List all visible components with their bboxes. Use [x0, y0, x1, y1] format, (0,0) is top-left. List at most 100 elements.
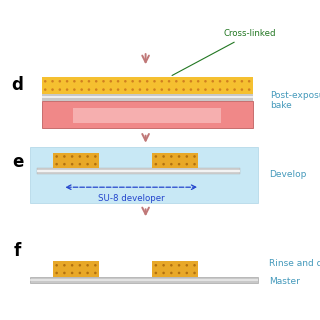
Circle shape — [88, 88, 90, 91]
Circle shape — [162, 272, 165, 274]
Bar — [37, 170, 240, 172]
Circle shape — [79, 272, 81, 274]
Circle shape — [193, 264, 196, 267]
Bar — [152, 261, 198, 277]
Circle shape — [55, 272, 58, 274]
Circle shape — [124, 80, 127, 83]
Circle shape — [79, 163, 81, 165]
Circle shape — [51, 80, 54, 83]
Circle shape — [170, 163, 172, 165]
Circle shape — [55, 155, 58, 158]
Circle shape — [131, 88, 134, 91]
Circle shape — [226, 80, 228, 83]
Circle shape — [161, 80, 163, 83]
Circle shape — [186, 272, 188, 274]
Circle shape — [86, 272, 89, 274]
Circle shape — [55, 264, 58, 267]
Circle shape — [170, 155, 172, 158]
Circle shape — [124, 88, 127, 91]
Circle shape — [86, 264, 89, 267]
Circle shape — [170, 272, 172, 274]
Bar — [152, 153, 198, 168]
Circle shape — [233, 80, 236, 83]
Circle shape — [80, 80, 83, 83]
Circle shape — [63, 272, 66, 274]
Circle shape — [248, 80, 251, 83]
Text: Master: Master — [269, 277, 300, 286]
Circle shape — [73, 80, 76, 83]
Circle shape — [71, 155, 73, 158]
Circle shape — [248, 88, 251, 91]
Circle shape — [94, 272, 97, 274]
Text: e: e — [12, 153, 23, 171]
Circle shape — [117, 88, 119, 91]
Circle shape — [233, 88, 236, 91]
Circle shape — [63, 163, 66, 165]
Circle shape — [66, 80, 68, 83]
Bar — [42, 94, 253, 101]
Circle shape — [193, 163, 196, 165]
Circle shape — [94, 155, 97, 158]
Circle shape — [63, 155, 66, 158]
Bar — [30, 279, 258, 281]
Bar — [30, 277, 258, 283]
Circle shape — [86, 163, 89, 165]
Circle shape — [241, 80, 243, 83]
Circle shape — [178, 163, 180, 165]
Circle shape — [153, 80, 156, 83]
Circle shape — [155, 163, 157, 165]
Circle shape — [94, 264, 97, 267]
Circle shape — [146, 88, 148, 91]
Circle shape — [186, 163, 188, 165]
Circle shape — [212, 80, 214, 83]
Bar — [42, 77, 253, 94]
Circle shape — [79, 155, 81, 158]
Circle shape — [178, 155, 180, 158]
Circle shape — [63, 264, 66, 267]
Bar — [30, 147, 258, 203]
Circle shape — [186, 155, 188, 158]
Circle shape — [59, 80, 61, 83]
Circle shape — [153, 88, 156, 91]
Circle shape — [204, 80, 207, 83]
Circle shape — [219, 80, 221, 83]
Bar — [42, 101, 253, 128]
Circle shape — [71, 163, 73, 165]
Circle shape — [102, 80, 105, 83]
Circle shape — [102, 88, 105, 91]
Circle shape — [197, 88, 199, 91]
Circle shape — [226, 88, 228, 91]
Circle shape — [131, 80, 134, 83]
Circle shape — [155, 264, 157, 267]
Circle shape — [175, 88, 178, 91]
Circle shape — [86, 155, 89, 158]
Circle shape — [71, 272, 73, 274]
Circle shape — [162, 163, 165, 165]
Circle shape — [241, 88, 243, 91]
Circle shape — [146, 80, 148, 83]
Text: Develop: Develop — [269, 170, 306, 179]
Circle shape — [162, 264, 165, 267]
Circle shape — [44, 80, 46, 83]
Circle shape — [161, 88, 163, 91]
Circle shape — [155, 272, 157, 274]
Circle shape — [178, 272, 180, 274]
Circle shape — [170, 264, 172, 267]
Circle shape — [219, 88, 221, 91]
Circle shape — [190, 80, 192, 83]
Circle shape — [95, 80, 98, 83]
Circle shape — [178, 264, 180, 267]
Circle shape — [59, 88, 61, 91]
Circle shape — [204, 88, 207, 91]
Circle shape — [66, 88, 68, 91]
Circle shape — [109, 80, 112, 83]
Circle shape — [117, 80, 119, 83]
Circle shape — [190, 88, 192, 91]
Bar — [73, 108, 221, 123]
Circle shape — [197, 80, 199, 83]
Circle shape — [73, 88, 76, 91]
Circle shape — [162, 155, 165, 158]
Circle shape — [109, 88, 112, 91]
Circle shape — [44, 88, 46, 91]
Circle shape — [182, 80, 185, 83]
